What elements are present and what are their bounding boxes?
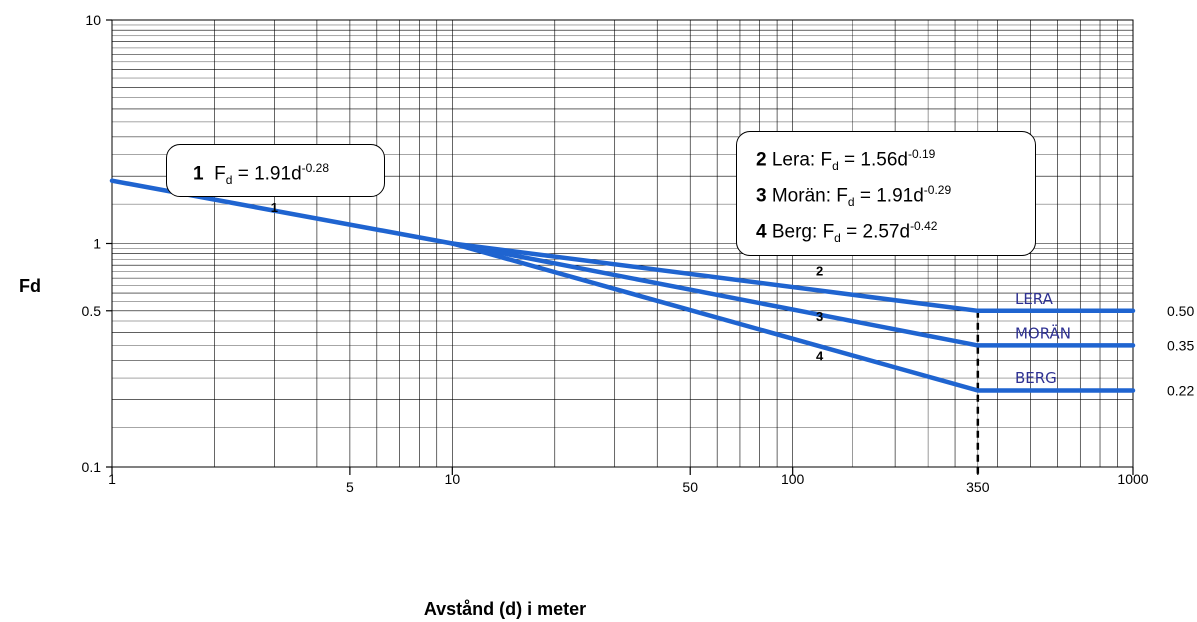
series-line-4 (450, 241, 1136, 393)
y-tick-label: 10 (85, 12, 101, 28)
formula-sub: d (834, 231, 841, 246)
y-axis-label: Fd (19, 276, 41, 296)
series-line-3 (450, 241, 1136, 348)
y-tick-label: 0.1 (82, 459, 102, 475)
formula-exp: -0.42 (910, 219, 938, 234)
formula-exp: -0.19 (907, 147, 936, 161)
formula-row-2: 2 Lera: Fd = 1.56d-0.19 (756, 148, 1035, 172)
x-tick-label: 1 (108, 471, 116, 487)
formula-box-2: 2 Lera: Fd = 1.56d-0.19 3 Morän: Fd = 1.… (736, 131, 1036, 256)
formula-sub: d (225, 173, 233, 188)
y-axis-ticks: 0.1 0.5 1 10 (82, 12, 112, 475)
series-line-2 (450, 241, 1136, 314)
x-tick-label: 100 (781, 471, 805, 487)
formula-box-1: 1 Fd = 1.91d-0.28 (166, 144, 385, 197)
formula-exp: -0.28 (301, 161, 329, 175)
chart-labels: 1 2 3 4 LERA MORÄN BERG 0.50 0.35 0.22 (271, 200, 1195, 398)
formula-f: F (214, 163, 226, 185)
formula-eq: = 1.91d (854, 185, 924, 207)
formula-row-3: 3 Morän: Fd = 1.91d-0.29 (756, 184, 1035, 208)
formula-f: F (822, 221, 835, 243)
formula-num: 4 (756, 221, 767, 243)
x-tick-label: 1000 (1117, 471, 1148, 487)
formula-sub: d (832, 159, 839, 174)
x-tick-label: 50 (682, 479, 698, 495)
x-axis-ticks: 1 5 10 50 100 350 1000 (108, 467, 1149, 495)
formula-soil: Morän: (766, 185, 837, 207)
end-value-label: 0.50 (1167, 303, 1194, 319)
end-value-label: 0.35 (1167, 337, 1194, 353)
ground-label: BERG (1015, 369, 1057, 387)
segment-label: 1 (271, 200, 278, 215)
y-tick-label: 0.5 (82, 303, 102, 319)
ground-label: LERA (1015, 290, 1054, 308)
formula-eq: = 1.56d (838, 149, 908, 171)
formula-row-1: 1 Fd = 1.91d-0.28 (193, 162, 384, 186)
x-tick-label: 5 (346, 479, 354, 495)
end-value-label: 0.22 (1167, 382, 1194, 398)
formula-num: 1 (193, 163, 204, 185)
formula-f: F (820, 149, 833, 171)
x-axis-label: Avstånd (d) i meter (424, 599, 586, 619)
formula-eq: = 2.57d (840, 221, 911, 243)
segment-label: 2 (816, 263, 823, 278)
formula-f: F (836, 185, 848, 207)
formula-row-4: 4 Berg: Fd = 2.57d-0.42 (756, 220, 1035, 244)
formula-soil: Berg: (766, 221, 823, 243)
x-tick-label: 350 (966, 479, 990, 495)
y-tick-label: 1 (93, 236, 101, 252)
ground-label: MORÄN (1015, 324, 1071, 343)
segment-label: 4 (816, 348, 824, 363)
formula-eq: = 1.91d (232, 163, 302, 185)
x-tick-label: 10 (445, 471, 461, 487)
formula-sub: d (847, 195, 855, 210)
formula-num: 2 (756, 149, 767, 171)
formula-soil: Lera: (766, 149, 821, 171)
segment-label: 3 (816, 309, 823, 324)
formula-num: 3 (756, 185, 767, 207)
formula-exp: -0.29 (923, 183, 952, 198)
